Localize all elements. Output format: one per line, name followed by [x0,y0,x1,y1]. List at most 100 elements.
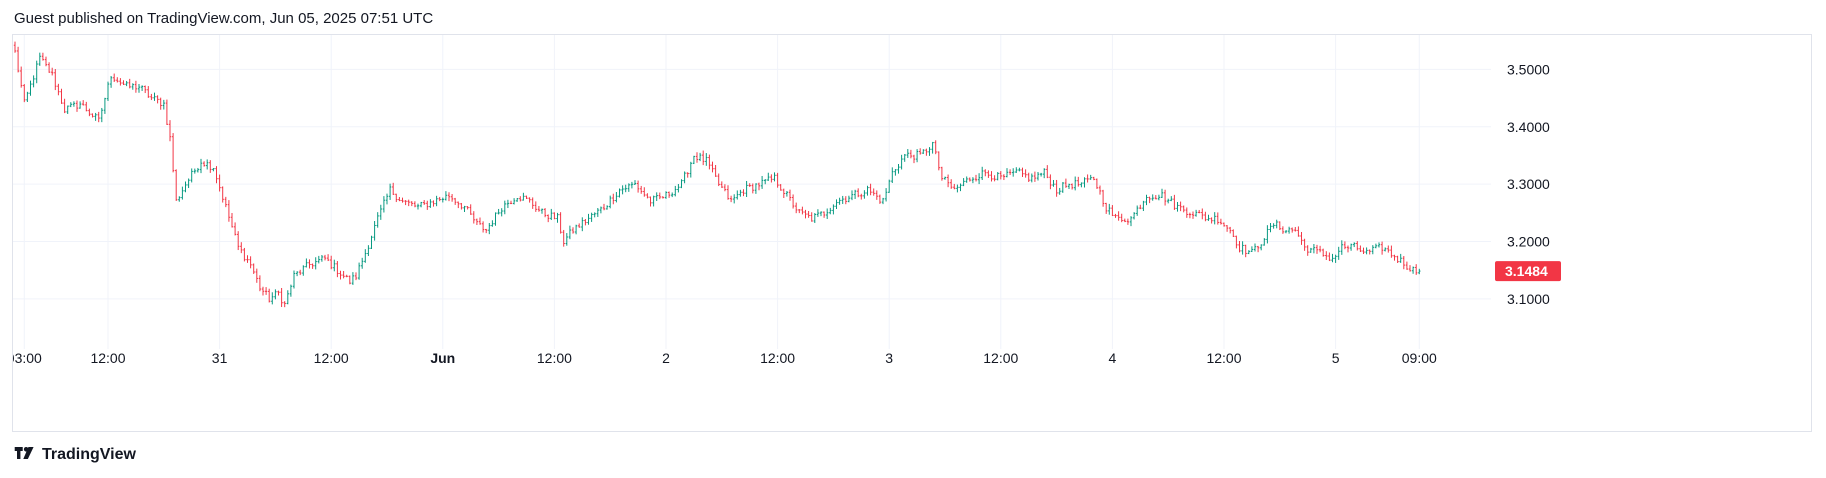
ohlc-bar [202,161,206,167]
footer[interactable]: TradingView [14,446,136,464]
ohlc-bar [419,201,423,208]
ohlc-bar [776,172,779,188]
ohlc-bar [457,201,460,209]
ohlc-bar [519,196,522,202]
ohlc-bar [342,270,345,279]
ohlc-bar [1340,240,1343,255]
ohlc-bar [1241,241,1244,255]
ohlc-bar [299,269,302,276]
ohlc-bar [1167,198,1170,204]
ohlc-bar [345,274,348,278]
ohlc-bar [1207,214,1210,221]
ohlc-bar [140,85,144,91]
ohlc-bar [788,189,792,201]
ohlc-bar [869,183,872,196]
ohlc-bar [1024,169,1027,178]
ohlc-bar [274,289,277,300]
ohlc-bar [103,97,107,114]
ohlc-bar [875,190,878,200]
ohlc-bar [860,193,863,200]
ohlc-bar [757,182,761,191]
ohlc-bar [1219,218,1223,225]
x-tick-label: 4 [1109,350,1117,366]
chart-panel[interactable]: 3.5000 3.4000 3.3000 3.2000 3.1000 3.1484 03:0… [12,34,1812,432]
ohlc-bar [206,159,209,170]
ohlc-bar [764,179,767,185]
ohlc-bar [968,177,971,182]
ohlc-bar [395,193,398,203]
ohlc-bar [568,225,572,240]
ohlc-bar [268,288,271,303]
ohlc-bar [987,170,990,178]
footer-brand[interactable]: TradingView [42,446,136,463]
ohlc-bar [85,101,88,112]
ohlc-bar [559,212,562,234]
ohlc-bar [227,200,231,222]
ohlc-bar [649,196,652,207]
ohlc-bar [981,166,984,180]
x-tick-label: 12:00 [760,350,795,366]
ohlc-bar [946,174,950,188]
ohlc-bar [261,286,265,296]
ohlc-bar [795,202,798,214]
ohlc-bar [1008,169,1012,176]
ohlc-bar [494,212,497,226]
ohlc-bar [125,80,128,87]
ohlc-bar [906,149,909,158]
ohlc-bar [1160,188,1164,198]
ohlc-bar [454,197,457,205]
ohlc-bar [1402,256,1405,270]
ohlc-bar [1070,183,1074,190]
ohlc-bar [841,195,844,204]
ohlc-bar [469,204,472,215]
ohlc-bar [1086,174,1089,183]
ohlc-bar [683,171,686,184]
ohlc-bar [47,62,51,73]
x-tick-label: 09:00 [1402,350,1437,366]
ohlc-bar [525,195,528,200]
ohlc-bar [646,193,649,199]
ohlc-bar [1322,248,1325,257]
ohlc-bar [1225,225,1229,232]
ohlc-bar [1046,165,1049,179]
ohlc-bar [472,211,475,224]
ohlc-bar [354,272,358,281]
ohlc-bar [1095,178,1099,189]
ohlc-bar [819,211,823,217]
ohlc-bar [1365,247,1368,255]
ohlc-bar [165,99,169,125]
ohlc-bar [1309,247,1312,253]
ohlc-bar [1018,167,1021,172]
ohlc-bar [953,183,956,190]
x-tick-label: 5 [1332,350,1340,366]
x-tick-label: 2 [662,350,670,366]
ohlc-bar [13,41,17,53]
ohlc-bar [1198,209,1201,214]
last-price-label: 3.1484 [1505,263,1548,279]
ohlc-bar [1368,249,1371,255]
ohlc-bar [912,154,916,164]
ohlc-bar [900,154,903,170]
ohlc-bar [144,85,147,94]
ohlc-bar [751,183,754,194]
ohlc-bar [438,196,441,202]
ohlc-bar [100,107,103,123]
ohlc-bar [171,133,175,173]
ohlc-bar [277,290,280,296]
ohlc-chart[interactable]: 3.5000 3.4000 3.3000 3.2000 3.1000 3.1484 03:0… [13,35,1811,431]
ohlc-bar [832,204,835,215]
ohlc-bar [770,174,773,183]
ohlc-bar [937,151,940,171]
ohlc-bar [215,166,218,184]
ohlc-bar [1405,261,1409,270]
ohlc-bar [1030,173,1033,183]
ohlc-bar [574,224,578,235]
ohlc-bar [1260,244,1263,251]
ohlc-bar [1033,171,1037,182]
ohlc-bar [1083,177,1086,188]
ohlc-bar [965,176,968,183]
ohlc-bar [726,185,730,200]
ohlc-bar [1281,226,1285,234]
ohlc-bar [224,196,227,208]
ohlc-bar [233,222,237,236]
